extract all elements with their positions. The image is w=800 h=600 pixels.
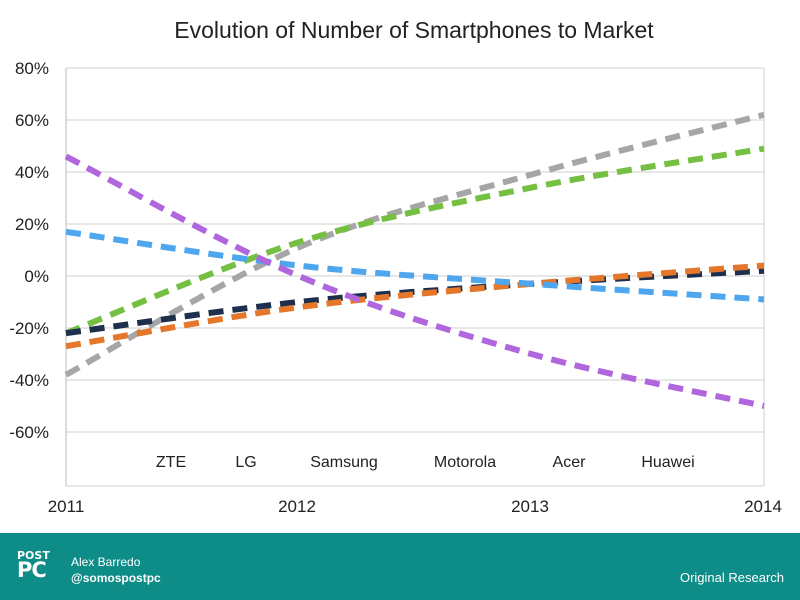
series-line-lg <box>65 262 765 350</box>
legend-entry: Acer <box>553 454 587 471</box>
logo-line-1: POST <box>17 549 50 562</box>
postpc-logo: POST PC <box>17 550 50 581</box>
line-chart: Evolution of Number of Smartphones to Ma… <box>9 17 782 516</box>
x-tick-label: 2014 <box>744 497 782 516</box>
y-tick-label: -20% <box>9 319 49 338</box>
legend-entry: ZTE <box>156 454 186 471</box>
logo-line-2: PC <box>17 558 47 582</box>
author-name: Alex Barredo <box>71 555 141 569</box>
y-tick-label: 80% <box>15 59 49 78</box>
y-tick-label: 60% <box>15 111 49 130</box>
x-tick-label: 2011 <box>48 497 85 516</box>
legend-entry: Samsung <box>310 454 378 471</box>
series-line-zte <box>65 267 765 337</box>
author-credit: Alex Barredo @somospostpc <box>71 554 161 586</box>
series-line-samsung <box>64 111 765 378</box>
legend-entry: LG <box>235 454 256 471</box>
y-tick-label: 40% <box>15 163 49 182</box>
legend-entry: Huawei <box>641 454 694 471</box>
y-tick-label: 20% <box>15 215 49 234</box>
y-tick-label: 0% <box>24 267 49 286</box>
footer-bar: POST PC Alex Barredo @somospostpc Origin… <box>0 533 800 600</box>
x-tick-label: 2012 <box>278 497 316 516</box>
y-tick-label: -60% <box>9 423 49 442</box>
series-line-huawei <box>64 153 765 409</box>
legend-entry: Motorola <box>434 454 496 471</box>
series-line-motorola <box>64 145 765 336</box>
x-tick-label: 2013 <box>511 497 549 516</box>
series-line-acer <box>65 228 765 303</box>
author-handle: @somospostpc <box>71 571 161 585</box>
y-tick-label: -40% <box>9 371 49 390</box>
source-credit: Original Research <box>679 570 784 585</box>
chart-title: Evolution of Number of Smartphones to Ma… <box>174 17 654 43</box>
